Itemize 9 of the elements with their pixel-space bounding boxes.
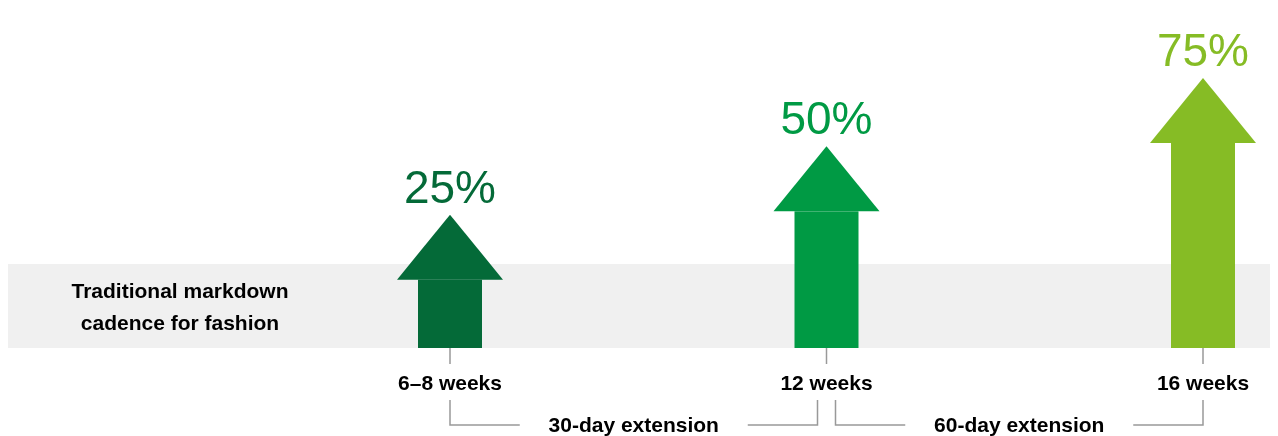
data-label: 25%: [403, 160, 497, 213]
data-label: 50%: [780, 92, 873, 145]
x-tick-label: 12 weeks: [780, 371, 873, 394]
text: 30-day extension: [548, 413, 719, 436]
x-tick-label: 6–8 weeks: [398, 371, 502, 394]
x-tick-label: 16 weeks: [1156, 371, 1250, 394]
text: 60-day extension: [934, 413, 1105, 436]
annotation: Traditional markdown cadence for fashion: [71, 279, 289, 334]
data-label: 75%: [1156, 24, 1250, 76]
